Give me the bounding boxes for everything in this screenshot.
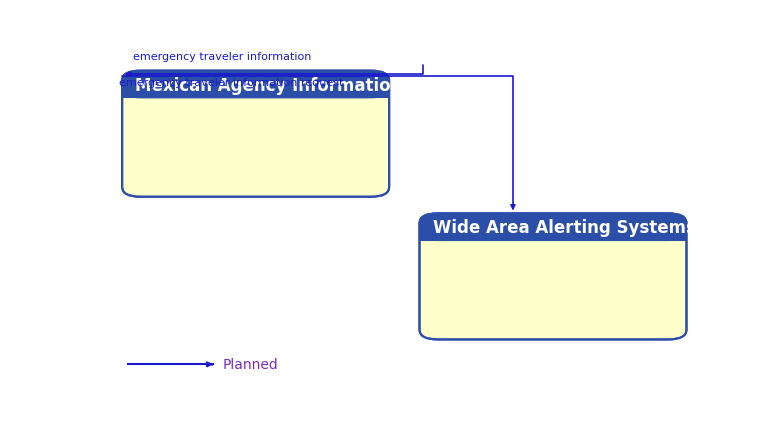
FancyBboxPatch shape — [420, 214, 687, 242]
Text: Mexican Agency Information Displays: Mexican Agency Information Displays — [135, 77, 487, 94]
Bar — [420, 227, 687, 242]
Text: emergency traveler information request: emergency traveler information request — [119, 78, 344, 88]
FancyBboxPatch shape — [122, 71, 389, 99]
FancyBboxPatch shape — [122, 71, 389, 197]
Text: Planned: Planned — [222, 357, 278, 372]
Text: emergency traveler information: emergency traveler information — [133, 52, 312, 61]
FancyBboxPatch shape — [420, 214, 687, 340]
Bar — [122, 85, 389, 99]
Text: Wide Area Alerting Systems: Wide Area Alerting Systems — [433, 219, 696, 237]
